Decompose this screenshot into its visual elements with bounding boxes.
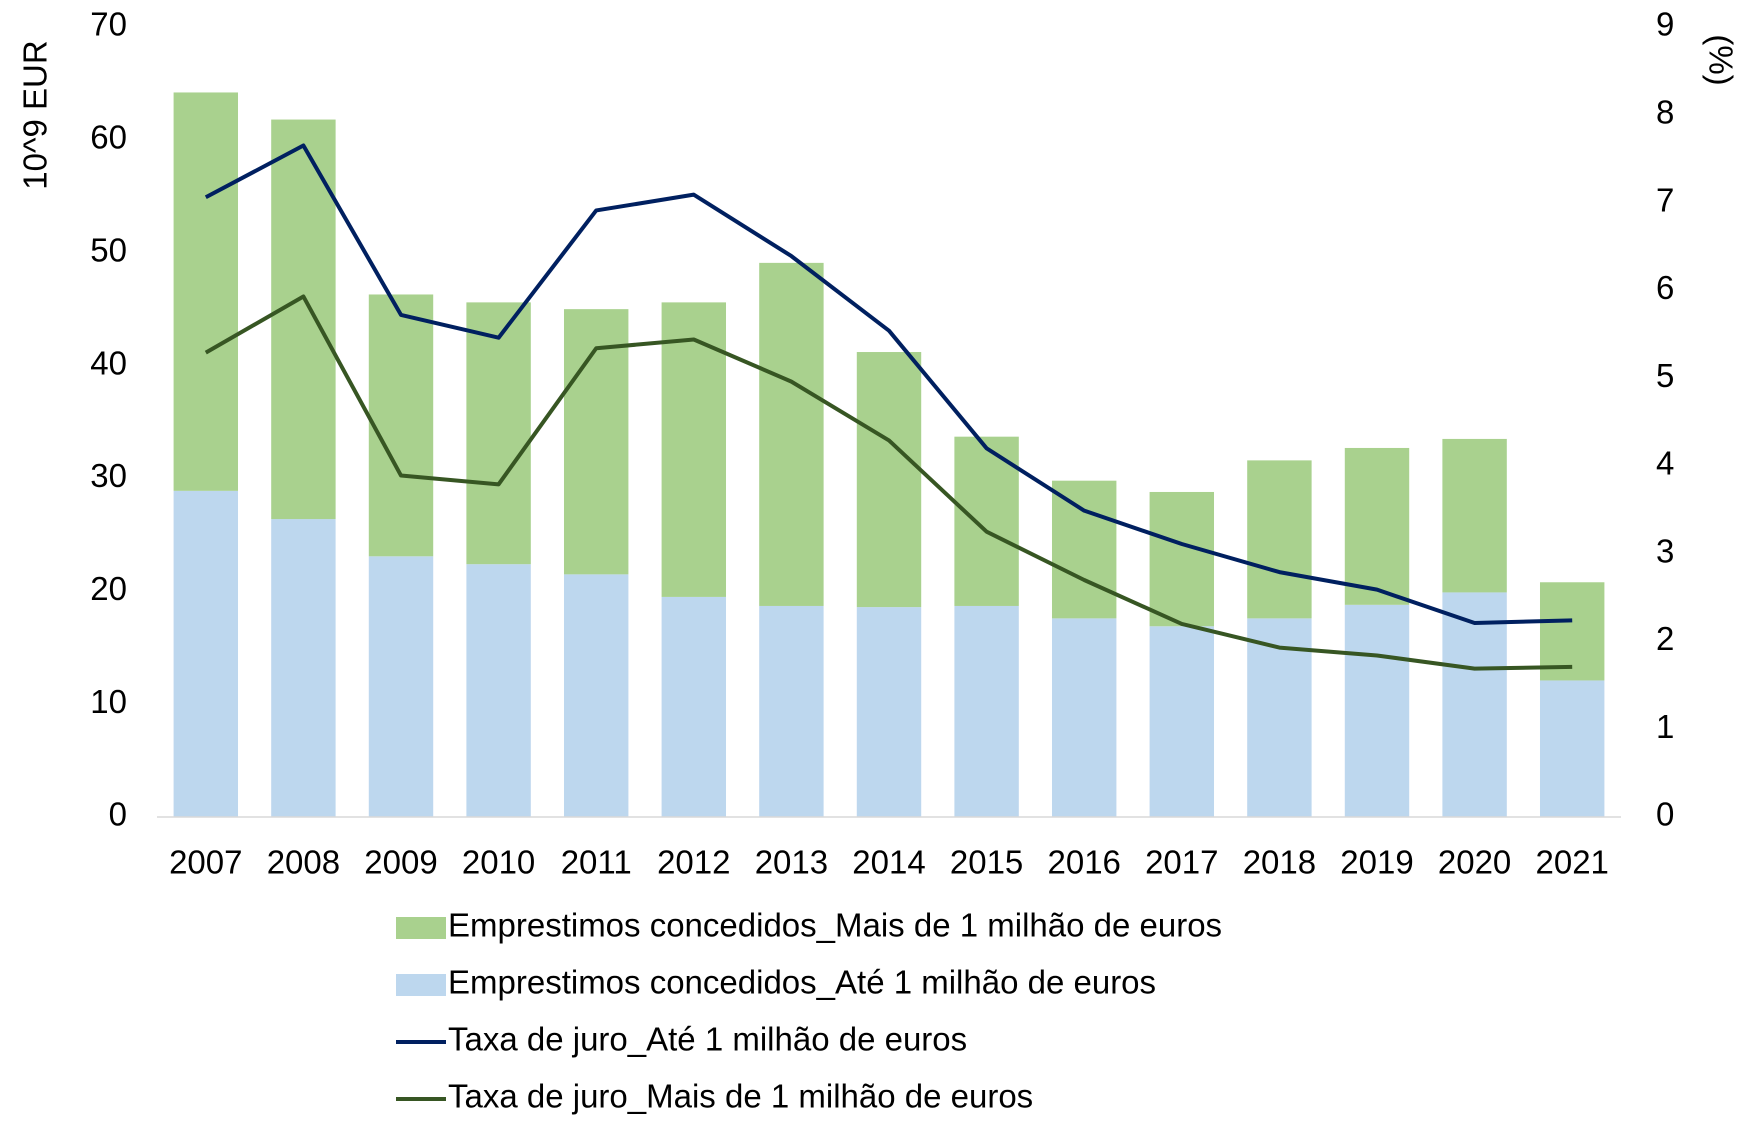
x-tick-label: 2017	[1145, 844, 1218, 881]
bar	[563, 309, 629, 575]
y-tick-label: 50	[90, 231, 127, 268]
x-tick-label: 2015	[950, 844, 1023, 881]
y2-tick-label: 7	[1656, 181, 1674, 218]
y2-tick-label: 2	[1656, 620, 1674, 657]
x-tick-label: 2012	[657, 844, 730, 881]
bar	[856, 607, 922, 817]
y2-tick-label: 8	[1656, 93, 1674, 130]
legend-label: Emprestimos concedidos_Mais de 1 milhão …	[448, 907, 1222, 944]
legend-label: Emprestimos concedidos_Até 1 milhão de e…	[448, 964, 1156, 1001]
bar	[661, 302, 727, 597]
legend-swatch	[396, 974, 446, 996]
y2-tick-label: 3	[1656, 532, 1674, 569]
x-tick-label: 2011	[561, 844, 632, 881]
bar	[661, 596, 727, 817]
x-tick-label: 2007	[169, 844, 242, 881]
x-tick-label: 2010	[462, 844, 535, 881]
legend-swatch	[396, 917, 446, 939]
bar	[1442, 592, 1507, 817]
x-tick-label: 2018	[1243, 844, 1316, 881]
y2-tick-label: 0	[1656, 796, 1674, 833]
bar	[1051, 618, 1117, 817]
line	[204, 143, 1573, 626]
bar	[173, 490, 239, 817]
y2-tick-label: 1	[1656, 708, 1674, 745]
y-tick-label: 40	[90, 344, 127, 381]
y-tick-label: 70	[90, 6, 127, 43]
bar	[368, 294, 434, 557]
x-tick-label: 2019	[1340, 844, 1413, 881]
y-tick-label: 60	[90, 119, 127, 156]
legend-label: Taxa de juro_Até 1 milhão de euros	[448, 1021, 967, 1058]
bar	[1344, 447, 1410, 605]
y2-tick-label: 5	[1656, 357, 1674, 394]
y2-tick-label: 6	[1656, 269, 1674, 306]
bar	[271, 119, 336, 520]
bar	[1149, 626, 1215, 817]
bar	[1247, 618, 1312, 817]
bar	[759, 262, 824, 606]
bar	[1539, 680, 1605, 817]
y-tick-label: 10	[90, 683, 127, 720]
y2-tick-label: 9	[1656, 6, 1674, 43]
legend-label: Taxa de juro_Mais de 1 milhão de euros	[448, 1078, 1033, 1115]
x-tick-label: 2008	[267, 844, 340, 881]
x-tick-label: 2009	[364, 844, 437, 881]
x-tick-label: 2013	[755, 844, 828, 881]
bar	[954, 605, 1019, 817]
bar	[1442, 438, 1507, 593]
y2-axis-title: (%)	[1702, 34, 1739, 85]
bar	[563, 574, 629, 817]
bar	[173, 92, 239, 491]
bar	[1051, 480, 1117, 619]
bar	[1247, 460, 1312, 619]
x-tick-label: 2014	[852, 844, 925, 881]
bar	[759, 605, 824, 817]
bar	[1149, 491, 1215, 627]
x-tick-label: 2016	[1047, 844, 1120, 881]
y-axis-title: 10^9 EUR	[17, 40, 54, 189]
bar	[1539, 582, 1605, 681]
bar	[368, 556, 434, 817]
y-tick-label: 0	[109, 796, 127, 833]
bar	[954, 436, 1019, 606]
y-tick-label: 20	[90, 570, 127, 607]
bar	[1344, 604, 1410, 817]
x-tick-label: 2020	[1438, 844, 1511, 881]
y-tick-label: 30	[90, 457, 127, 494]
bar	[466, 564, 531, 817]
bar	[271, 519, 336, 817]
line	[204, 294, 1573, 671]
bar	[466, 302, 531, 565]
y2-tick-label: 4	[1656, 445, 1674, 482]
bar	[856, 352, 922, 608]
x-tick-label: 2021	[1535, 844, 1608, 881]
